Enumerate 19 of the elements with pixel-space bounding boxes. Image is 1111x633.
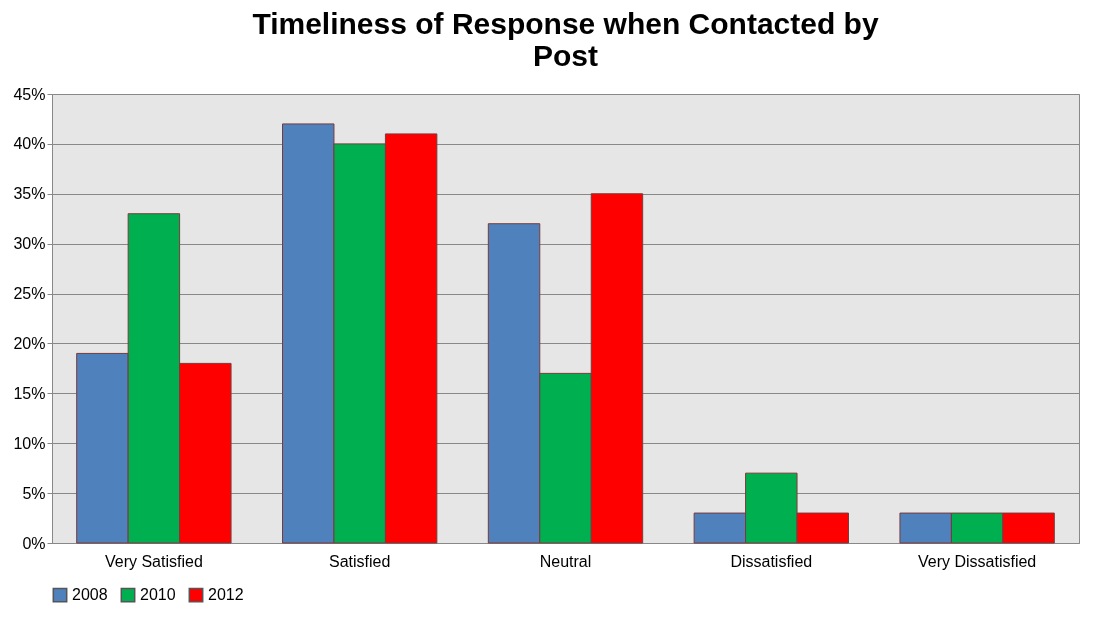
x-tick-label: Very Dissatisfied (917, 552, 1037, 570)
x-tick-label: Neutral (539, 552, 592, 570)
x-tick-label: Dissatisfied (730, 552, 813, 570)
y-tick-label: 25% (13, 285, 46, 303)
y-tick-label: 20% (13, 334, 46, 352)
legend-label: 2012 (208, 586, 244, 604)
y-tick-label: 10% (13, 434, 46, 452)
y-tick-label: 40% (13, 135, 46, 153)
y-tick-label: 30% (13, 235, 46, 253)
x-tick-label: Very Satisfied (104, 552, 203, 570)
y-tick-label: 0% (22, 534, 46, 552)
chart-title: Timeliness of Response when Contacted by Post (252, 7, 879, 72)
legend-label: 2008 (72, 586, 108, 604)
y-tick-label: 5% (22, 484, 46, 502)
x-tick-label: Satisfied (329, 552, 391, 570)
y-tick-label: 45% (13, 85, 46, 103)
y-tick-label: 15% (13, 384, 46, 402)
y-tick-label: 35% (13, 185, 46, 203)
legend-label: 2010 (140, 586, 176, 604)
